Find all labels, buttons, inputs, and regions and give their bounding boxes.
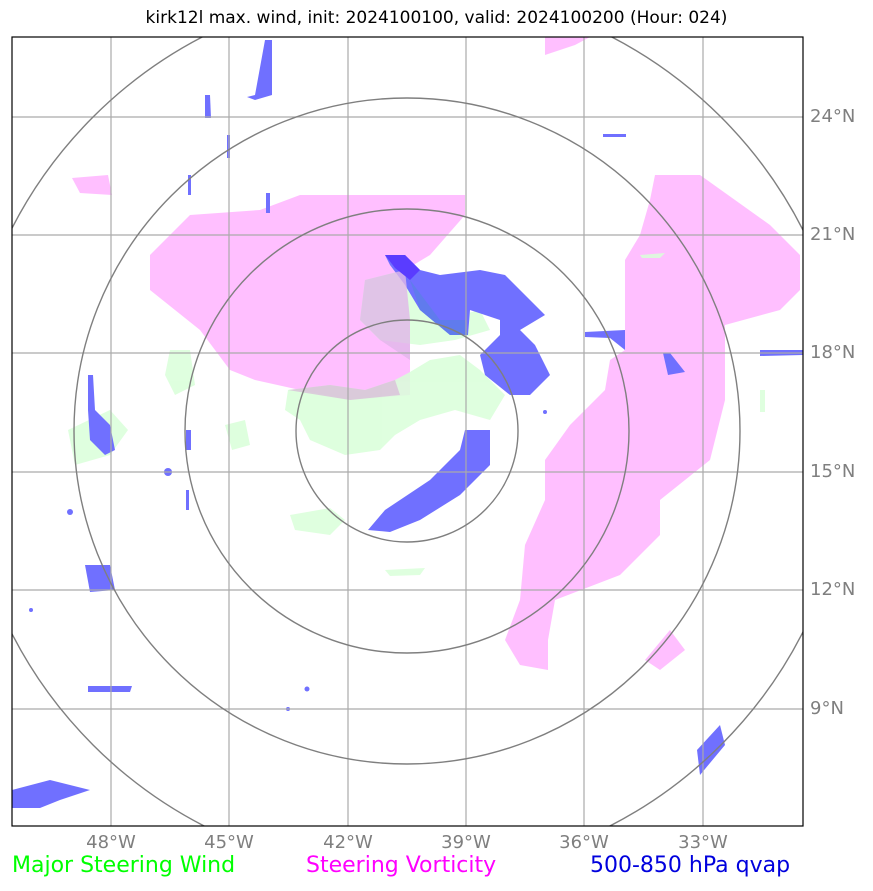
lon-label-36w: 36°W bbox=[559, 832, 609, 853]
lon-label-48w: 48°W bbox=[86, 832, 136, 853]
lat-label-18n: 18°N bbox=[810, 342, 856, 363]
qvap-field bbox=[12, 40, 803, 808]
map-frame bbox=[11, 36, 804, 827]
legend-steering-vorticity: Steering Vorticity bbox=[306, 853, 497, 878]
legend-qvap: 500-850 hPa qvap bbox=[590, 853, 791, 878]
overlap-shading bbox=[288, 255, 468, 400]
lon-label-33w: 33°W bbox=[678, 832, 728, 853]
lat-label-21n: 21°N bbox=[810, 224, 856, 245]
lon-label-42w: 42°W bbox=[323, 832, 373, 853]
range-rings bbox=[12, 37, 803, 826]
lat-label-24n: 24°N bbox=[810, 106, 856, 127]
graticule bbox=[12, 37, 803, 826]
lon-label-39w: 39°W bbox=[441, 832, 491, 853]
lon-label-45w: 45°W bbox=[204, 832, 254, 853]
lat-label-9n: 9°N bbox=[810, 698, 844, 719]
lat-label-12n: 12°N bbox=[810, 579, 856, 600]
lat-label-15n: 15°N bbox=[810, 461, 856, 482]
legend-steering-wind: Major Steering Wind bbox=[12, 853, 236, 878]
map-title: kirk12l max. wind, init: 2024100100, val… bbox=[145, 8, 728, 28]
